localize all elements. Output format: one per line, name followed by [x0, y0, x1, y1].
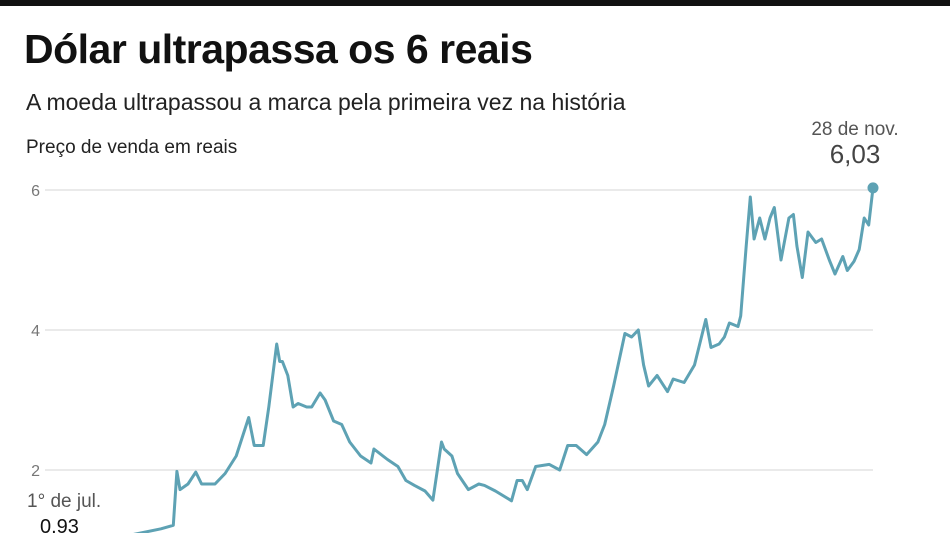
chart-subtitle: A moeda ultrapassou a marca pela primeir…: [26, 89, 626, 115]
y-tick-label: 4: [31, 323, 40, 340]
chart-title: Dólar ultrapassa os 6 reais: [24, 26, 533, 72]
start-date-label: 1° de jul.: [27, 491, 101, 512]
start-value-label: 0.93: [40, 516, 79, 533]
end-point-marker: [867, 182, 879, 194]
y-tick-label: 6: [31, 183, 40, 200]
series-line: [133, 187, 875, 533]
end-date-label: 28 de nov.: [811, 119, 898, 140]
end-value-label: 6,03: [830, 139, 881, 169]
y-axis-label: Preço de venda em reais: [26, 137, 238, 158]
y-tick-label: 2: [31, 463, 40, 480]
top-rule: [0, 0, 950, 6]
